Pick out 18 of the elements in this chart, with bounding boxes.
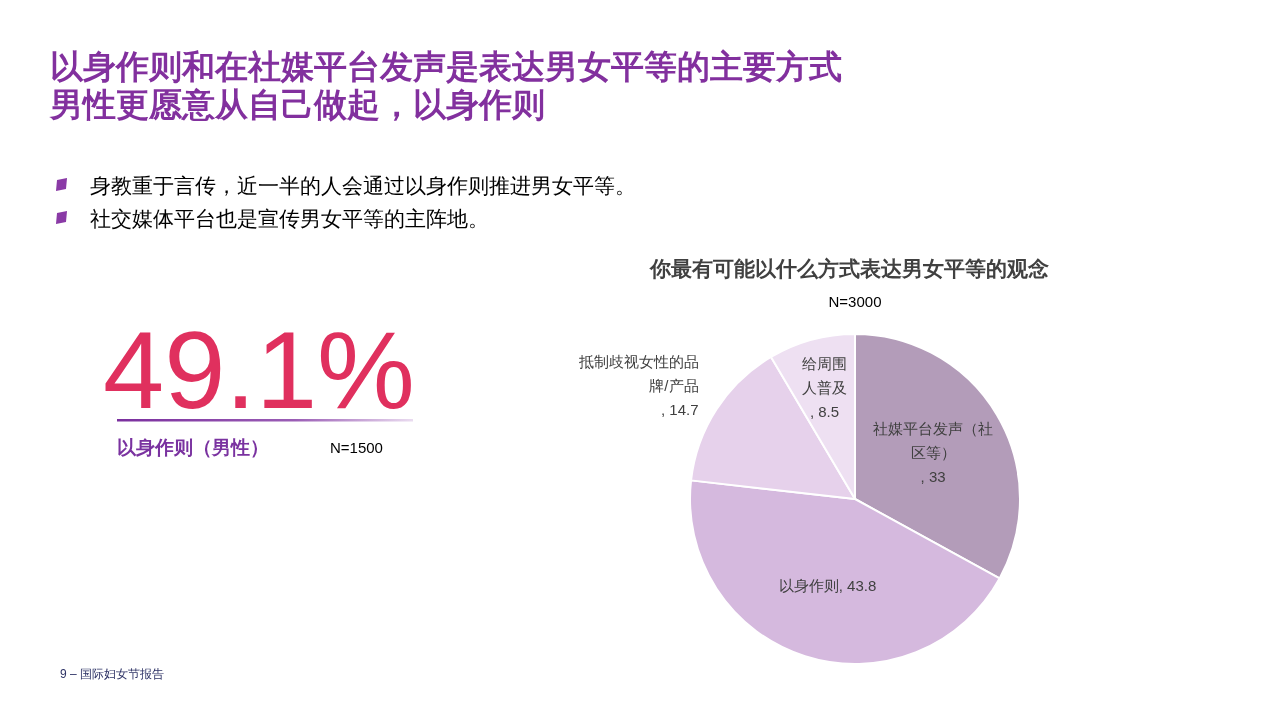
data-label: , 43.8 [838,576,877,594]
text: 男性更愿意从自己做起，以身作则 [49,87,545,123]
text: 身教重于言传，近一半的人会通过以身作则推进男女平等。 [90,174,636,197]
data-label: , 8.5 [809,402,840,420]
data-label: , 14.7 [660,401,699,419]
text: 9 – 国际妇女节报告 [60,667,165,681]
text: 以身作则和在社媒平台发声是表达男女平等的主要方式 [50,49,842,85]
text: 49.1% [103,308,415,431]
text: N=1500 [330,439,383,456]
chart-subtitle: N=3000 [828,293,882,310]
data-label: , 33 [920,468,946,486]
slice-label: 社媒平台发声（社区等） [873,420,994,462]
slice-label: 抵制歧视女性的品牌/产品 [577,353,699,395]
text: 以身作则（男性） [117,437,269,458]
chart-title: 你最有可能以什么方式表达男女平等的观念 [648,257,1049,280]
slice-label: 以身作则 [778,576,839,594]
text: 社交媒体平台也是宣传男女平等的主阵地。 [90,207,489,230]
slice-label: 给周围人普及 [802,354,848,396]
